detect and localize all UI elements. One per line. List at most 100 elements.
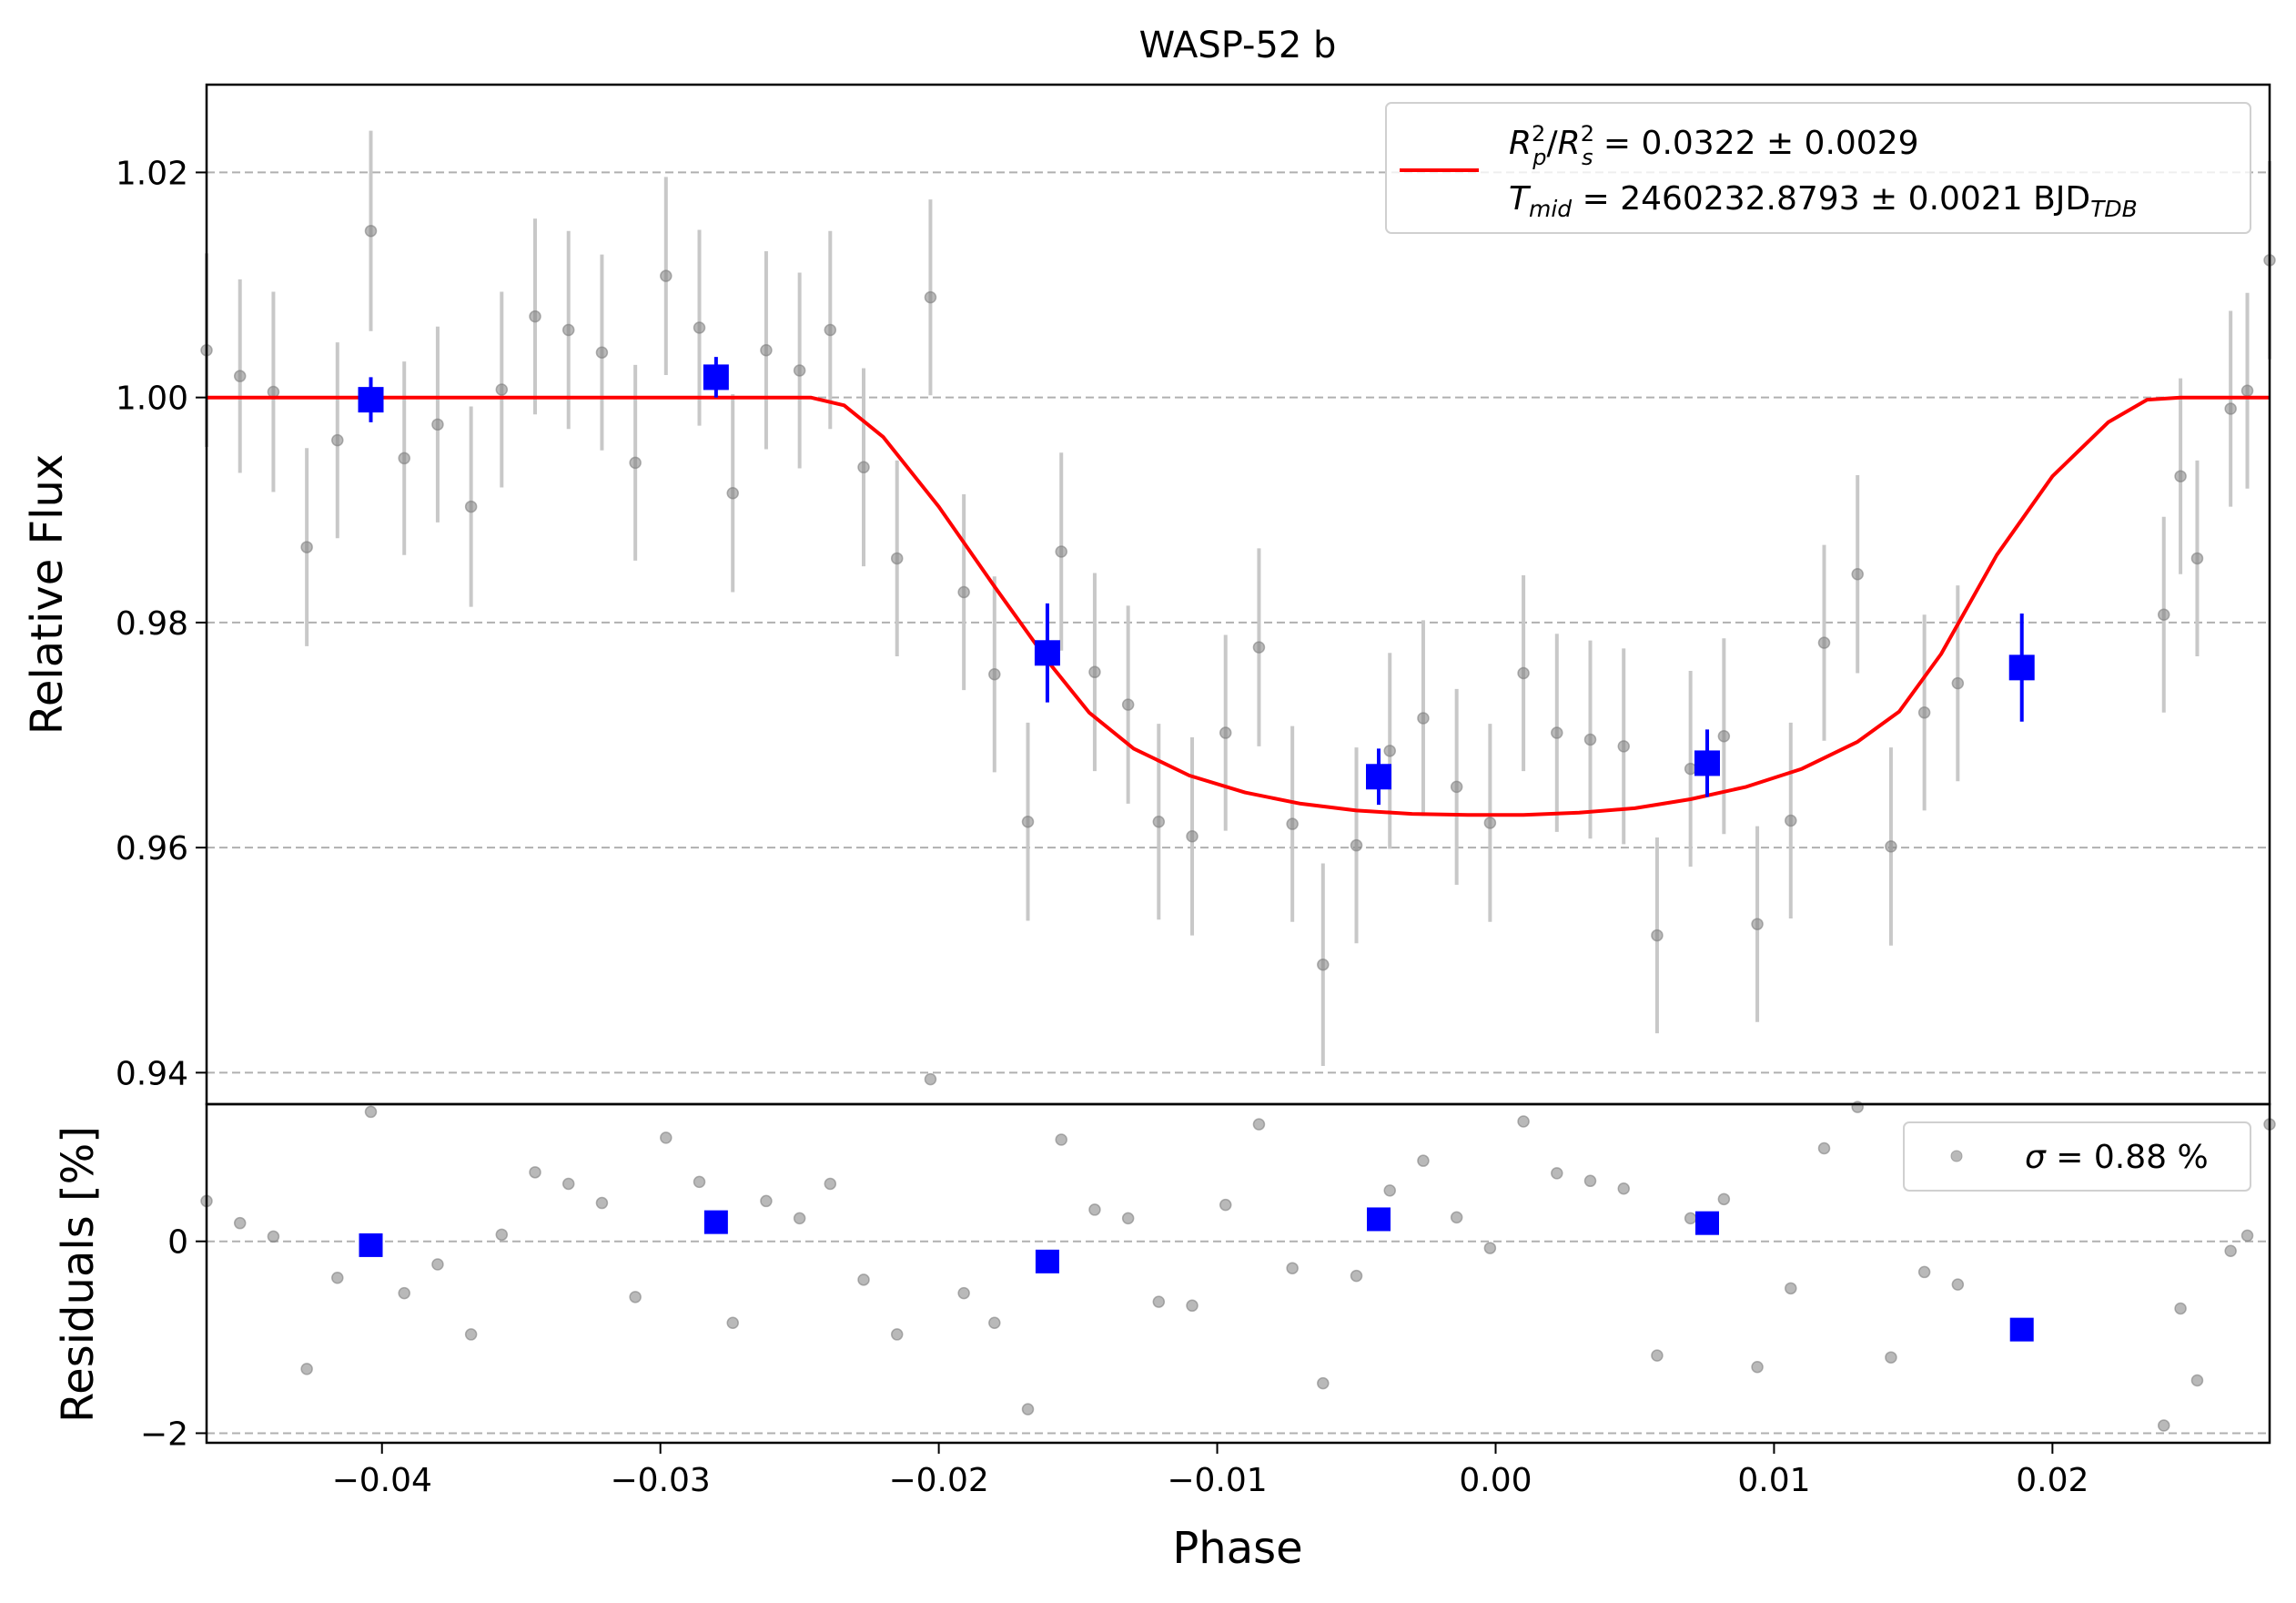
residual-point	[726, 1316, 739, 1330]
unbinned-point	[267, 385, 280, 399]
residual-point	[1252, 1118, 1266, 1131]
top-panel-y-ticks: 0.94 0.96 0.98 1.00 1.02	[116, 155, 207, 1092]
residual-point	[1885, 1351, 1897, 1364]
bottom-panel-frame	[205, 1102, 2271, 1445]
residual-point	[1483, 1242, 1497, 1254]
residual-point	[2157, 1419, 2170, 1432]
residual-point	[660, 1131, 673, 1144]
residual-point	[793, 1212, 806, 1225]
unbinned-point	[561, 323, 575, 337]
residual-point	[1055, 1133, 1067, 1146]
residual-point	[1219, 1198, 1232, 1212]
unbinned-point	[1383, 745, 1396, 757]
x-tick-label: −0.03	[611, 1462, 711, 1499]
top-y-tick-label: 0.98	[116, 605, 188, 643]
unbinned-point	[824, 323, 837, 337]
unbinned-point	[1785, 814, 1797, 827]
residual-point	[561, 1177, 575, 1191]
x-tick-label: 0.02	[2016, 1462, 2089, 1499]
residual-point	[1951, 1278, 1965, 1291]
unbinned-point	[2224, 402, 2237, 415]
unbinned-point	[364, 224, 378, 238]
unbinned-point	[331, 433, 344, 447]
unbinned-point	[660, 269, 673, 282]
unbinned-point	[857, 461, 870, 474]
unbinned-point	[1751, 918, 1764, 930]
x-axis-label: Phase	[1172, 1523, 1302, 1574]
binned-point	[1694, 750, 1721, 776]
unbinned-point	[1088, 665, 1101, 679]
unbinned-point	[760, 343, 773, 357]
binned-residual-point	[1695, 1211, 1720, 1235]
top-panel-transit-model	[207, 395, 2270, 817]
top-y-tick-label: 1.00	[116, 380, 188, 418]
unbinned-point	[726, 486, 739, 500]
unbinned-point	[1286, 817, 1299, 830]
residual-point	[1186, 1299, 1199, 1313]
residual-point	[495, 1228, 509, 1242]
unbinned-point	[988, 668, 1001, 681]
y-axis-label-bottom: Residuals [%]	[53, 1126, 104, 1423]
unbinned-point	[693, 321, 706, 334]
residual-point	[1583, 1174, 1597, 1188]
binned-residual-point	[359, 1233, 383, 1257]
bottom-legend-marker	[1950, 1150, 1963, 1162]
residual-point	[1785, 1282, 1797, 1295]
residual-point	[331, 1271, 344, 1284]
binned-point	[2008, 654, 2035, 681]
unbinned-point	[957, 585, 970, 599]
residual-point	[1317, 1376, 1330, 1390]
model-line	[207, 395, 2270, 817]
top-panel-binned-points	[358, 357, 2035, 806]
unbinned-point	[793, 364, 806, 377]
residual-point	[957, 1286, 970, 1300]
residual-point	[529, 1166, 541, 1179]
unbinned-point	[2240, 384, 2254, 397]
unbinned-point	[1517, 666, 1530, 680]
binned-residual-point	[703, 1210, 728, 1234]
residual-point	[1383, 1184, 1396, 1197]
unbinned-point	[629, 456, 642, 470]
residual-point	[398, 1286, 410, 1300]
unbinned-point	[1917, 706, 1931, 719]
unbinned-point	[529, 309, 541, 323]
top-legend-box	[1385, 102, 2251, 234]
residual-point	[890, 1328, 904, 1341]
unbinned-point	[1317, 958, 1330, 971]
bottom-y-tick-label: 0	[167, 1224, 188, 1262]
unbinned-point	[1450, 780, 1463, 794]
x-tick-label: −0.04	[332, 1462, 432, 1499]
unbinned-point	[1252, 641, 1266, 654]
binned-point	[1365, 764, 1391, 790]
x-tick-label: 0.01	[1737, 1462, 1810, 1499]
residual-point	[924, 1072, 937, 1086]
unbinned-point	[1350, 838, 1363, 852]
residual-point	[431, 1258, 444, 1271]
unbinned-point	[1817, 636, 1831, 649]
unbinned-point	[1717, 730, 1731, 743]
unbinned-point	[431, 418, 444, 431]
unbinned-point	[1885, 840, 1897, 853]
residual-point	[1417, 1154, 1430, 1167]
residual-point	[1021, 1403, 1035, 1415]
bottom-legend: σ = 0.88 %	[1903, 1121, 2251, 1192]
unbinned-point	[1684, 762, 1697, 776]
bottom-panel-y-ticks: −2 0	[140, 1224, 207, 1453]
binned-residual-point	[1366, 1207, 1391, 1232]
top-y-tick-label: 0.94	[116, 1055, 188, 1092]
unbinned-point	[1951, 676, 1965, 690]
unbinned-point	[890, 552, 904, 565]
unbinned-point	[398, 451, 410, 465]
unbinned-point	[924, 290, 937, 304]
unbinned-point	[2190, 552, 2204, 565]
binned-point	[1034, 640, 1060, 666]
top-legend-line1: R2 p/R2 s = 0.0322 ± 0.0029	[1509, 121, 1919, 170]
unbinned-point	[1152, 815, 1166, 828]
residual-point	[1152, 1295, 1166, 1308]
binned-point	[703, 364, 729, 391]
unbinned-point	[495, 383, 509, 396]
residual-point	[364, 1105, 378, 1119]
residual-point	[1088, 1203, 1101, 1216]
residual-point	[1350, 1269, 1363, 1283]
residual-point	[1450, 1211, 1463, 1224]
